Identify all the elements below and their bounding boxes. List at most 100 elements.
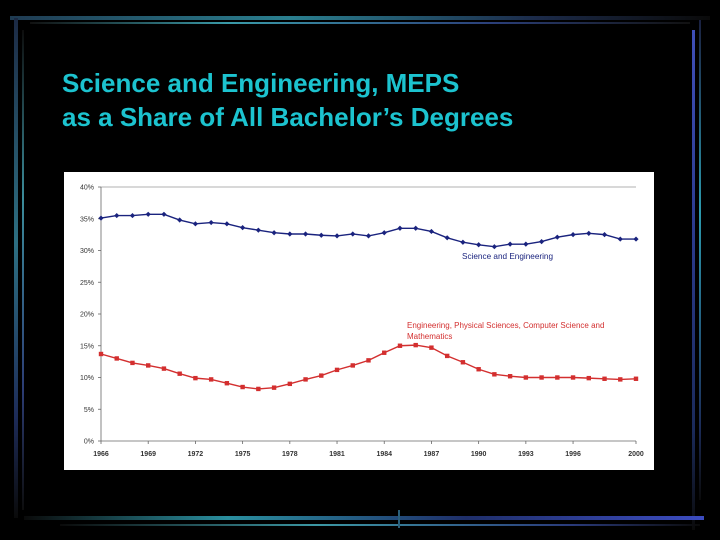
data-point-meps [240, 384, 245, 390]
top-decorative-bar-inner [30, 22, 690, 24]
data-point-science-engineering [617, 236, 623, 242]
left-decorative-bar-inner [22, 30, 24, 510]
data-point-science-engineering [570, 232, 576, 238]
data-point-science-engineering [255, 227, 261, 233]
y-tick-label: 15% [80, 343, 94, 350]
data-point-science-engineering [491, 244, 497, 250]
x-tick-label: 1987 [424, 451, 440, 458]
x-tick-label: 1990 [471, 451, 487, 458]
data-point-science-engineering [334, 233, 340, 239]
series-label-science-engineering: Science and Engineering [462, 252, 553, 261]
data-point-science-engineering [271, 230, 277, 236]
data-point-meps [319, 373, 324, 378]
data-point-science-engineering [397, 225, 403, 231]
data-point-meps [161, 366, 167, 371]
data-point-meps [570, 375, 576, 380]
data-point-meps [366, 358, 371, 363]
left-decorative-bar [14, 18, 18, 518]
data-point-meps [492, 372, 497, 377]
series-label-meps-line-1: Engineering, Physical Sciences, Computer… [407, 321, 604, 330]
data-point-meps [413, 342, 418, 348]
data-point-science-engineering [145, 211, 151, 217]
bottom-decorative-bar [24, 516, 704, 520]
data-point-science-engineering [413, 225, 419, 231]
x-tick-label: 1978 [282, 451, 298, 458]
data-point-meps [397, 343, 403, 348]
data-point-meps [460, 360, 466, 365]
x-tick-label: 1993 [518, 451, 534, 458]
data-point-meps [224, 381, 230, 386]
data-point-meps [130, 360, 135, 366]
data-point-science-engineering [601, 232, 608, 238]
y-tick-label: 40% [80, 185, 94, 192]
data-point-science-engineering [460, 239, 466, 245]
data-point-meps [539, 375, 544, 380]
data-point-meps [523, 375, 529, 380]
bottom-decorative-bar-inner [60, 524, 700, 526]
y-tick-label: 20% [80, 312, 94, 319]
data-point-science-engineering [428, 228, 435, 235]
data-point-meps [602, 376, 607, 381]
data-point-science-engineering [444, 235, 450, 241]
data-point-science-engineering [554, 234, 560, 240]
x-tick-label: 1984 [376, 451, 392, 458]
y-tick-label: 0% [84, 439, 94, 446]
series-line-meps [100, 344, 637, 390]
data-point-science-engineering [192, 221, 199, 227]
right-decorative-bar [692, 30, 695, 530]
data-point-science-engineering [208, 219, 214, 226]
slide-title-line-1: Science and Engineering, MEPS [62, 68, 460, 98]
data-point-meps [114, 356, 119, 361]
x-tick-label: 1966 [93, 451, 109, 458]
y-tick-label: 10% [80, 375, 94, 382]
x-tick-label: 1975 [235, 451, 251, 458]
data-point-science-engineering [586, 230, 592, 236]
data-point-science-engineering [538, 239, 545, 245]
data-point-science-engineering [98, 215, 104, 221]
y-tick-label: 5% [84, 407, 94, 414]
data-point-science-engineering [365, 233, 372, 239]
data-point-science-engineering [224, 221, 230, 227]
data-point-science-engineering [523, 241, 529, 247]
data-point-science-engineering [302, 231, 309, 237]
bottom-decorative-tick [398, 510, 400, 528]
data-point-science-engineering [240, 225, 246, 231]
data-point-meps [618, 377, 623, 382]
data-point-meps [271, 385, 277, 390]
data-point-science-engineering [161, 211, 167, 217]
x-tick-label: 2000 [628, 451, 644, 458]
data-point-meps [177, 371, 182, 376]
series-label-meps-line-2: Mathematics [407, 332, 452, 341]
data-point-science-engineering [287, 231, 293, 237]
data-point-science-engineering [476, 242, 482, 248]
data-point-science-engineering [114, 212, 120, 219]
data-point-meps [287, 381, 293, 387]
data-point-meps [256, 386, 261, 392]
x-tick-label: 1969 [140, 451, 156, 458]
top-decorative-bar [10, 16, 710, 20]
data-point-science-engineering [350, 231, 356, 237]
data-point-meps [382, 350, 387, 355]
chart-panel: 0% 5% 10% 15% 20% 25% 30% 35% 40% 1966 1969 1972 197… [64, 172, 654, 470]
data-point-science-engineering [177, 217, 183, 223]
data-point-meps [146, 363, 151, 368]
data-point-meps [208, 377, 214, 382]
data-point-science-engineering [633, 236, 639, 242]
data-point-meps [429, 345, 434, 350]
data-point-meps [555, 375, 560, 380]
slide-title: Science and Engineering, MEPS as a Share… [62, 66, 662, 134]
y-tick-label: 35% [80, 216, 94, 223]
data-point-meps [98, 351, 104, 357]
data-point-meps [334, 367, 340, 373]
y-tick-label: 25% [80, 280, 94, 287]
data-point-meps [350, 363, 355, 368]
data-point-science-engineering [129, 212, 136, 219]
y-tick-label: 30% [80, 248, 94, 255]
data-point-meps [586, 375, 591, 381]
data-point-meps [633, 376, 639, 381]
line-chart: 0% 5% 10% 15% 20% 25% 30% 35% 40% 1966 1969 1972 197… [80, 185, 644, 459]
data-point-meps [476, 367, 481, 372]
data-point-science-engineering [381, 230, 387, 236]
data-point-science-engineering [507, 241, 513, 247]
data-point-meps [444, 353, 450, 359]
